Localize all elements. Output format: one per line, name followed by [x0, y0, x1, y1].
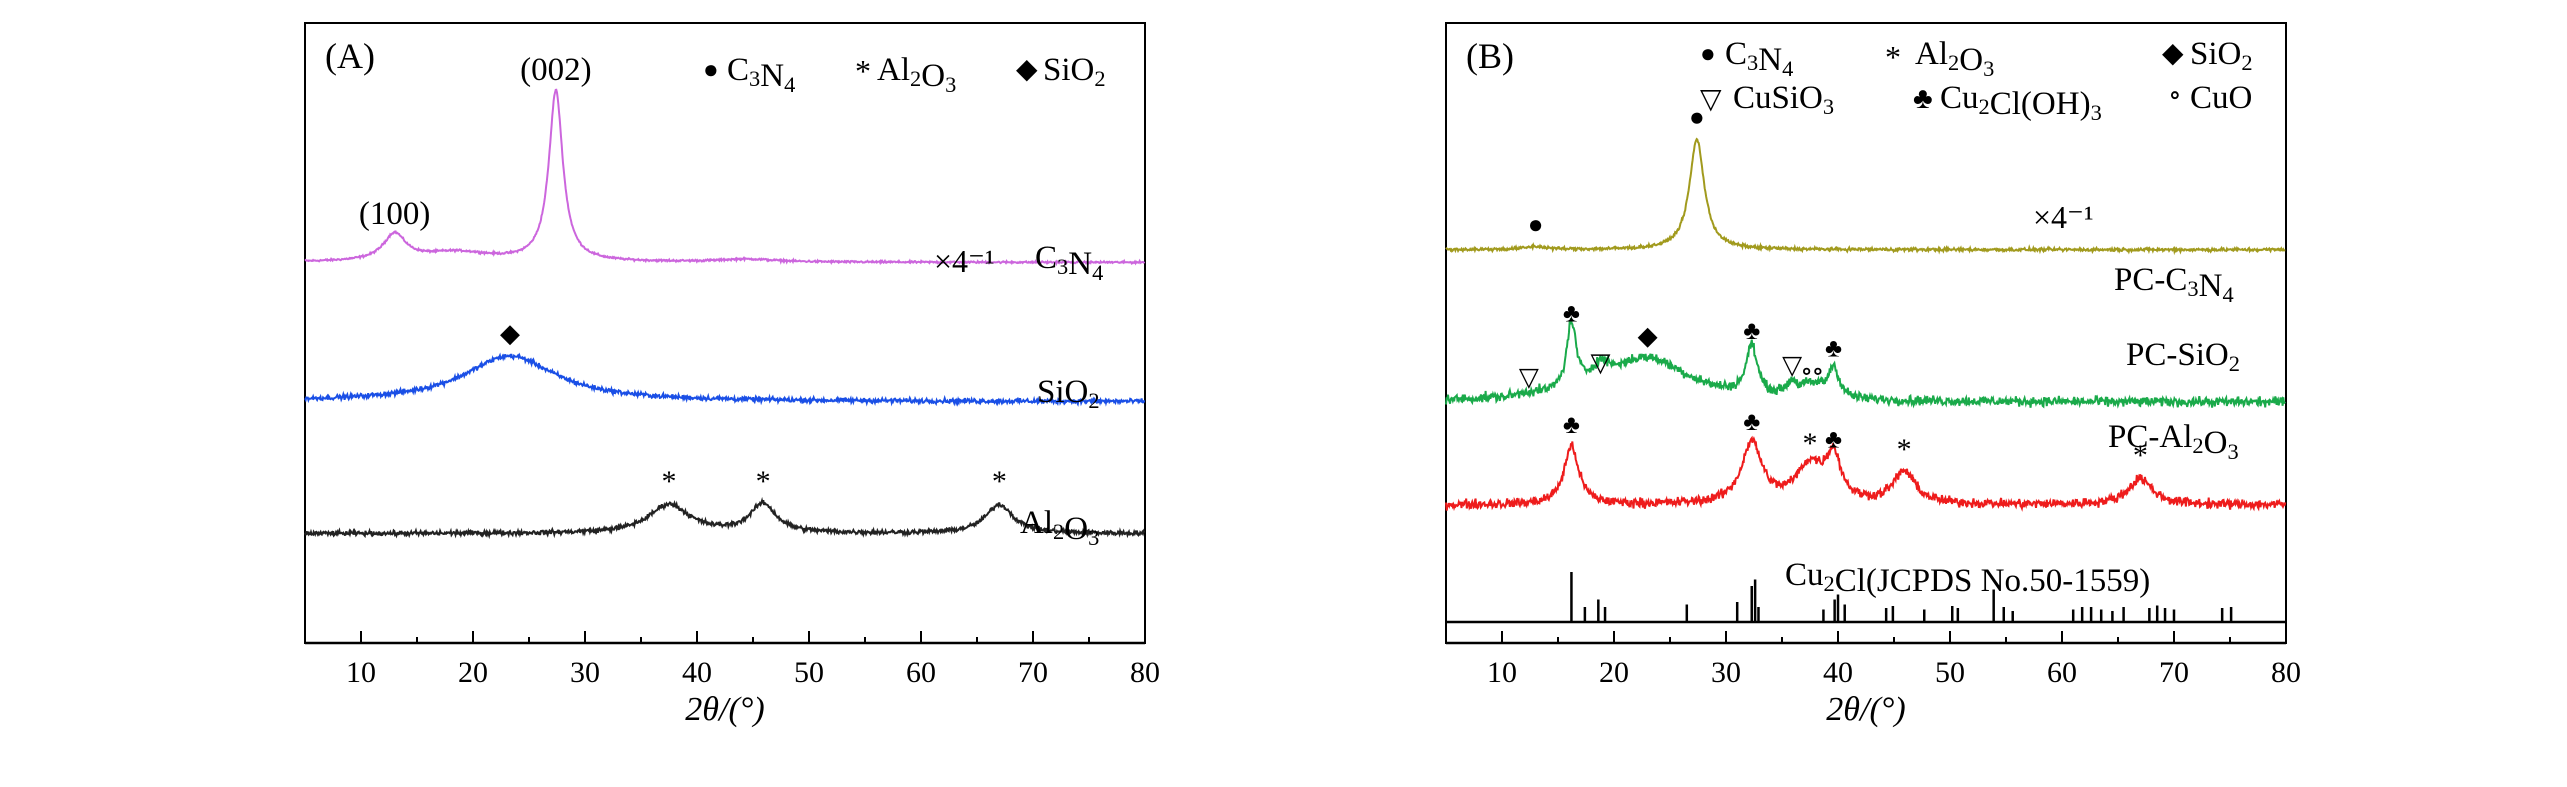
peak-marker: ●	[1689, 103, 1705, 132]
legend-b-symbol-cusio3: ▽	[1700, 84, 1722, 115]
series-line-pc-sio2	[1445, 318, 2286, 409]
peak-marker: ▽	[1591, 348, 1611, 377]
x-tick-label: 40	[1823, 656, 1853, 689]
x-tick-label: 70	[1018, 656, 1048, 689]
panel-a-label: (A)	[325, 36, 375, 76]
peak-marker: *	[992, 465, 1007, 498]
panel-b: 10 20 30 40 50 60 70 80 ●●▽♣▽◆ ♣▽∘∘♣♣ ♣* ♣ * * (B) ●…	[1445, 22, 2301, 728]
legend-a-symbol-c3n4: ●	[703, 55, 719, 84]
legend-b-symbol-al2o3: *	[1885, 39, 1901, 75]
legend-b-symbol-cuo: ∘	[2168, 80, 2182, 111]
panel-b-x-ticks: 10 20 30 40 50 60 70 80	[1445, 631, 2301, 689]
peak-marker: ♣	[1825, 424, 1842, 453]
series-b-label-pc-c3n4: PC-C3N4	[2114, 262, 2234, 307]
x-tick-label: 80	[2271, 656, 2301, 689]
peak-marker: ∘	[1811, 357, 1824, 386]
peak-marker: *	[1803, 427, 1818, 460]
peak-annotation: (100)	[359, 196, 430, 232]
panel-a-xlabel: 2θ/(°)	[685, 691, 764, 728]
panel-a: 10 20 30 40 50 60 70 80 (100) (002) ◆ * * * (A) ● C3…	[304, 22, 1160, 728]
x-tick-label: 60	[2047, 656, 2077, 689]
peak-marker: ♣	[1563, 410, 1580, 439]
panel-b-reference-pattern	[1570, 572, 2233, 622]
panel-b-label: (B)	[1466, 36, 1514, 76]
panel-a-peak-markers: (100) (002) ◆ * * *	[359, 52, 1007, 498]
series-line-al2o3	[304, 496, 1146, 540]
x-tick-label: 80	[1130, 656, 1160, 689]
legend-b-text-sio2: SiO2	[2190, 36, 2253, 75]
panel-a-x-ticks: 10 20 30 40 50 60 70 80	[304, 631, 1160, 689]
series-b-label-pc-al2o3: PC-Al2O3	[2108, 419, 2239, 464]
x-tick-label: 20	[1599, 656, 1629, 689]
series-a-label-al2o3: Al2O3	[1020, 505, 1099, 550]
x-tick-label: 60	[906, 656, 936, 689]
panel-b-series	[1445, 137, 2287, 512]
legend-a-symbol-sio2: ◆	[1016, 54, 1038, 85]
series-line-pc-c3n4	[1445, 137, 2286, 256]
legend-a-text-sio2: SiO2	[1043, 52, 1106, 91]
panel-b-frame	[1445, 22, 2287, 644]
series-b-scale-pc-c3n4: ×4⁻¹	[2033, 199, 2094, 235]
x-tick-label: 50	[794, 656, 824, 689]
peak-marker: ◆	[1638, 322, 1658, 351]
legend-b-text-c3n4: C3N4	[1725, 36, 1793, 81]
peak-marker: *	[662, 465, 677, 498]
legend-a-symbol-al2o3: *	[855, 53, 871, 89]
peak-marker: *	[756, 465, 771, 498]
series-a-label-sio2: SiO2	[1037, 374, 1100, 413]
legend-a-text-al2o3: Al2O3	[877, 52, 956, 97]
panel-b-peak-markers: ●●▽♣▽◆ ♣▽∘∘♣♣ ♣* ♣ * *	[1519, 103, 2148, 472]
x-tick-label: 10	[1487, 656, 1517, 689]
reference-label: Cu2Cl(JCPDS No.50-1559)	[1785, 557, 2150, 599]
series-a-label-c3n4: C3N4	[1035, 240, 1103, 285]
peak-marker: ♣	[1743, 407, 1760, 436]
peak-marker: ▽	[1519, 362, 1539, 391]
legend-b-symbol-cu2cloh3: ♣	[1913, 82, 1933, 115]
panel-a-legend: ● C3N4 * Al2O3 ◆ SiO2	[703, 52, 1106, 97]
legend-b-symbol-c3n4: ●	[1700, 39, 1716, 68]
legend-a-text-c3n4: C3N4	[727, 52, 795, 97]
legend-b-text-cusio3: CuSiO3	[1733, 80, 1834, 119]
legend-b-symbol-sio2: ◆	[2162, 38, 2184, 69]
x-tick-label: 20	[458, 656, 488, 689]
peak-marker: ▽	[1782, 351, 1802, 380]
peak-marker: ♣	[1825, 333, 1842, 362]
x-tick-label: 10	[346, 656, 376, 689]
series-line-c3n4	[304, 88, 1146, 267]
x-tick-label: 30	[1711, 656, 1741, 689]
peak-marker: *	[1897, 433, 1912, 466]
x-tick-label: 50	[1935, 656, 1965, 689]
peak-marker: *	[2133, 439, 2148, 472]
x-tick-label: 70	[2159, 656, 2189, 689]
peak-annotation: (002)	[520, 52, 591, 88]
peak-marker: ●	[1528, 210, 1544, 239]
peak-marker: ♣	[1563, 299, 1580, 328]
x-tick-label: 40	[682, 656, 712, 689]
panel-a-series	[304, 88, 1146, 540]
peak-marker: ♣	[1743, 316, 1760, 345]
legend-b-text-cuo: CuO	[2190, 80, 2252, 116]
peak-marker: ∘	[1800, 357, 1813, 386]
x-tick-label: 30	[570, 656, 600, 689]
peak-marker: ◆	[500, 319, 520, 348]
legend-b-text-al2o3: Al2O3	[1915, 36, 1994, 81]
legend-b-text-cu2cloh3: Cu2Cl(OH)3	[1940, 80, 2102, 125]
series-line-sio2	[304, 352, 1146, 407]
panel-a-frame	[304, 22, 1146, 644]
series-b-label-pc-sio2: PC-SiO2	[2126, 337, 2240, 376]
series-line-pc-al2o3	[1445, 435, 2287, 512]
panel-b-legend: ● C3N4 * Al2O3 ◆ SiO2 ▽ CuSiO3 ♣ Cu2Cl(O…	[1700, 36, 2253, 125]
panel-b-xlabel: 2θ/(°)	[1826, 691, 1905, 728]
series-a-scale-c3n4: ×4⁻¹	[934, 243, 995, 279]
